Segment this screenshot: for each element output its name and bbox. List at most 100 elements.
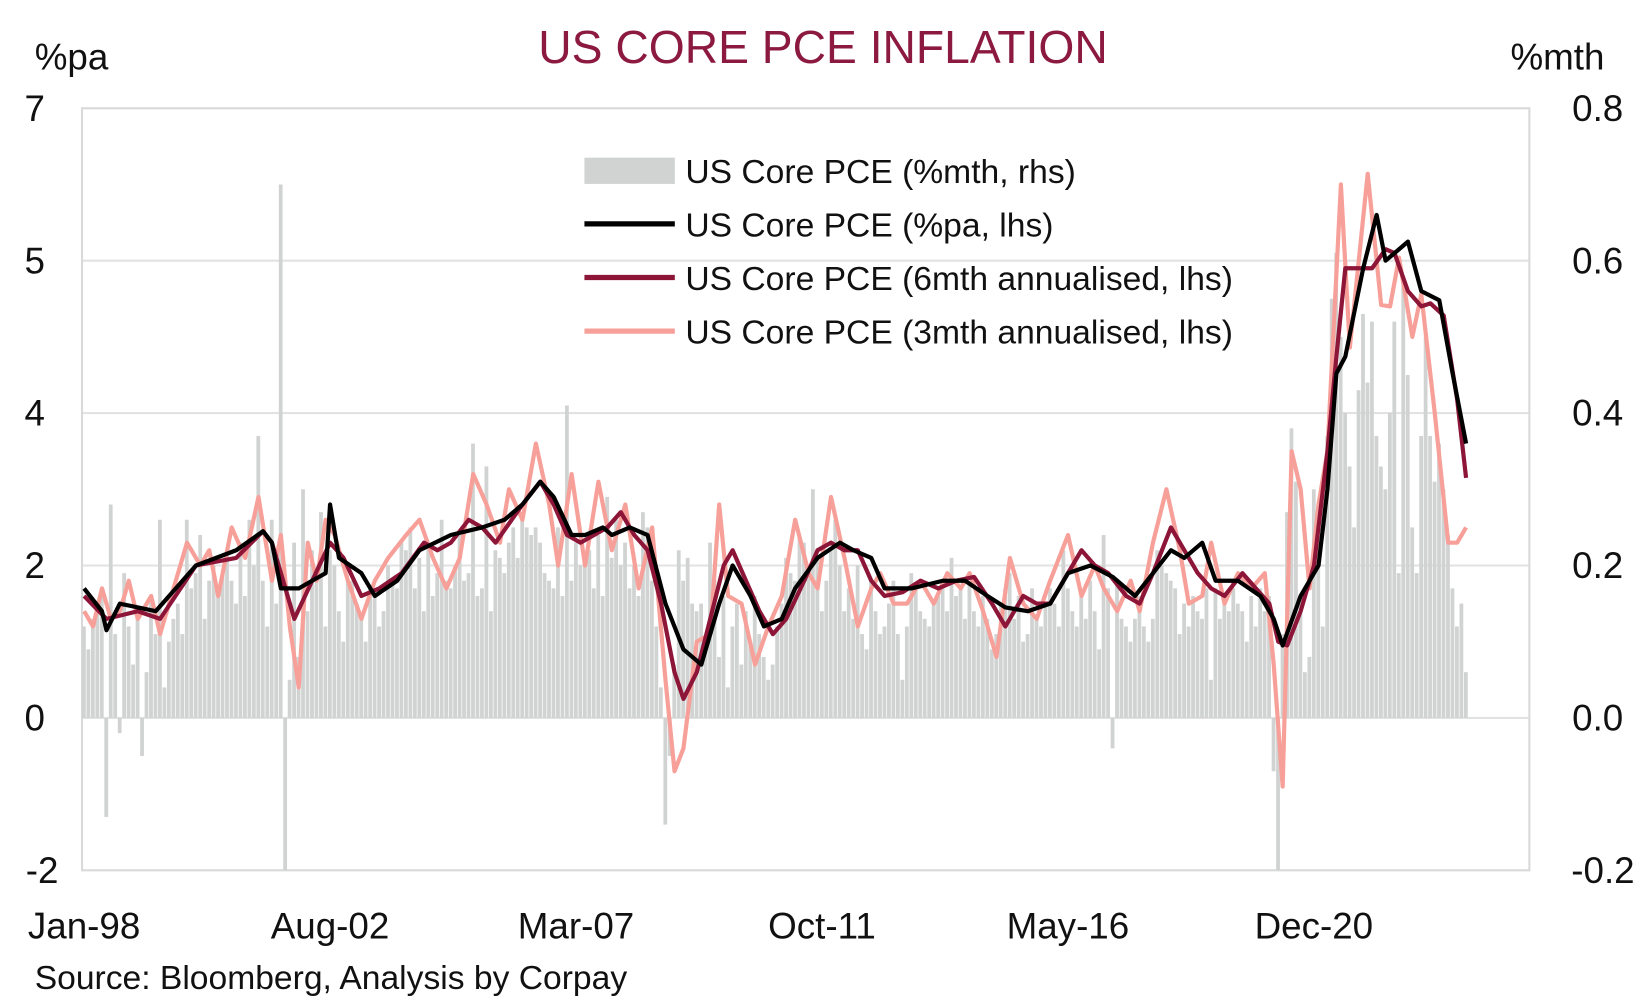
bar-mom bbox=[654, 626, 659, 718]
bar-mom bbox=[726, 687, 730, 718]
bar-mom bbox=[895, 634, 900, 718]
bar-mom bbox=[520, 519, 525, 718]
bar-mom bbox=[922, 618, 927, 718]
bar-mom bbox=[180, 634, 185, 718]
bar-mom bbox=[484, 466, 489, 718]
bar-mom bbox=[363, 641, 368, 718]
bar-mom bbox=[1298, 603, 1303, 718]
bar-mom bbox=[1302, 672, 1307, 718]
bar-mom bbox=[412, 588, 417, 718]
bar-mom bbox=[900, 679, 905, 718]
bar-mom bbox=[1244, 641, 1249, 718]
bar-mom bbox=[998, 603, 1003, 718]
right-axis-unit: %mth bbox=[1510, 36, 1604, 77]
bar-mom bbox=[269, 519, 274, 718]
bar-mom bbox=[963, 618, 967, 718]
bar-mom bbox=[766, 679, 771, 718]
bar-mom bbox=[618, 565, 623, 718]
bar-mom bbox=[1079, 595, 1084, 718]
x-tick-label: Mar-07 bbox=[518, 906, 634, 947]
bar-mom bbox=[162, 687, 167, 718]
bar-mom bbox=[225, 550, 229, 718]
bar-mom bbox=[122, 573, 127, 718]
bar-mom bbox=[1039, 626, 1043, 718]
bar-mom bbox=[958, 588, 963, 718]
left-tick-label: -2 bbox=[26, 850, 59, 891]
bar-mom bbox=[1258, 588, 1263, 718]
bar-mom bbox=[475, 595, 480, 718]
bar-mom bbox=[1222, 603, 1227, 718]
bar-mom bbox=[1419, 435, 1424, 718]
bar-mom bbox=[761, 656, 766, 718]
bar-mom bbox=[770, 664, 775, 718]
bar-mom bbox=[1253, 626, 1258, 718]
bar-mom bbox=[1338, 336, 1343, 718]
bar-mom bbox=[591, 588, 596, 718]
bar-mom bbox=[1459, 603, 1464, 718]
bar-mom bbox=[828, 550, 833, 718]
bar-mom bbox=[931, 603, 936, 718]
bar-mom bbox=[1329, 298, 1334, 718]
bar-mom bbox=[1195, 611, 1200, 718]
left-tick-label: 7 bbox=[24, 88, 44, 129]
bar-mom bbox=[940, 588, 945, 718]
bar-mom bbox=[985, 618, 990, 718]
bar-mom bbox=[1034, 618, 1039, 718]
bar-mom bbox=[1146, 641, 1151, 718]
bar-mom bbox=[243, 595, 247, 718]
bar-mom bbox=[386, 565, 390, 718]
bar-mom bbox=[399, 542, 404, 718]
bar-mom bbox=[1334, 253, 1339, 718]
bar-mom bbox=[1320, 626, 1325, 718]
bar-mom bbox=[824, 580, 829, 718]
bar-mom bbox=[99, 588, 104, 718]
bar-mom bbox=[247, 519, 252, 718]
bar-mom bbox=[784, 557, 788, 718]
bar-mom bbox=[1235, 603, 1240, 718]
bar-mom bbox=[310, 550, 314, 718]
bar-mom bbox=[739, 664, 744, 718]
legend-label: US Core PCE (3mth annualised, lhs) bbox=[685, 315, 1233, 352]
x-tick-label: Aug-02 bbox=[271, 906, 390, 947]
bar-mom bbox=[627, 588, 632, 718]
bar-mom bbox=[104, 717, 109, 817]
legend-label: US Core PCE (%mth, rhs) bbox=[685, 154, 1075, 191]
bar-mom bbox=[314, 580, 319, 718]
bar-mom bbox=[685, 557, 690, 718]
bar-mom bbox=[1021, 641, 1025, 718]
bar-mom bbox=[663, 717, 668, 825]
right-tick-label: 0.0 bbox=[1572, 698, 1623, 739]
right-tick-label: 0.4 bbox=[1572, 393, 1623, 434]
bar-mom bbox=[573, 542, 578, 718]
bar-mom bbox=[1088, 580, 1093, 718]
bar-mom bbox=[1182, 603, 1187, 718]
bar-mom bbox=[1186, 626, 1191, 718]
bar-mom bbox=[1052, 603, 1057, 718]
bar-mom bbox=[913, 588, 918, 718]
bar-mom bbox=[251, 565, 256, 718]
bar-mom bbox=[1432, 481, 1437, 718]
bar-mom bbox=[1061, 550, 1066, 718]
bar-mom bbox=[649, 580, 654, 718]
bar-mom bbox=[605, 496, 610, 718]
bar-mom bbox=[506, 542, 511, 718]
bar-mom bbox=[779, 603, 784, 718]
bar-mom bbox=[1441, 489, 1446, 718]
left-axis-unit: %pa bbox=[35, 36, 109, 77]
bar-mom bbox=[658, 687, 663, 718]
bar-mom bbox=[1307, 656, 1312, 718]
bar-mom bbox=[1289, 428, 1294, 718]
bar-mom bbox=[954, 595, 958, 718]
bar-mom bbox=[238, 542, 243, 718]
bar-mom bbox=[860, 634, 864, 718]
left-tick-label: 2 bbox=[24, 545, 44, 586]
bar-mom bbox=[515, 557, 520, 718]
bar-mom bbox=[497, 557, 502, 718]
bar-mom bbox=[1401, 275, 1406, 718]
bar-mom bbox=[1159, 565, 1164, 718]
bar-mom bbox=[354, 603, 359, 718]
bar-mom bbox=[381, 611, 386, 718]
bar-mom bbox=[332, 565, 337, 718]
bar-mom bbox=[95, 603, 100, 718]
bar-mom bbox=[641, 512, 645, 718]
